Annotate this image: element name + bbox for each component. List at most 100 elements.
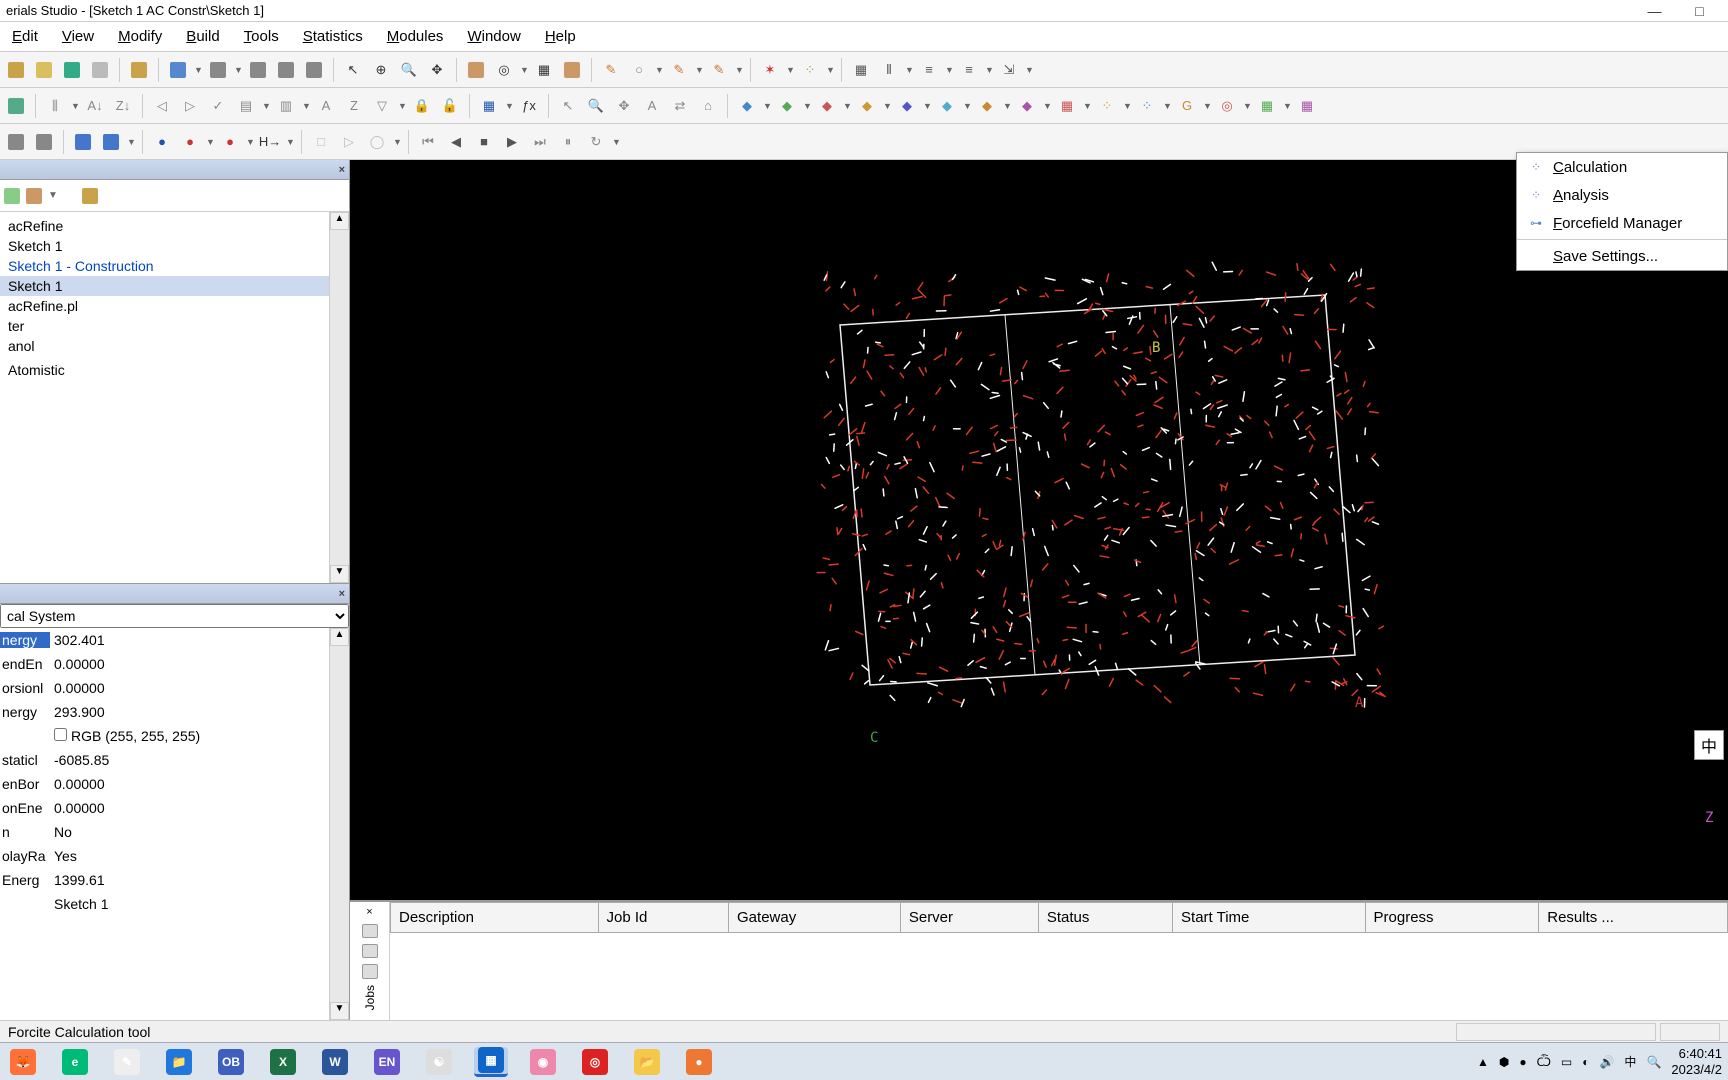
dropdown-icon[interactable]: ▼ — [905, 65, 913, 75]
taskbar-app-netease[interactable]: ◎ — [578, 1047, 612, 1077]
color-checkbox[interactable] — [54, 728, 67, 741]
tree-item[interactable]: acRefine — [0, 216, 349, 236]
toolbar-button[interactable]: ◆ — [975, 94, 999, 118]
toolbar-button[interactable] — [302, 58, 326, 82]
property-row[interactable]: onEne0.00000 — [0, 796, 349, 820]
jobs-icon[interactable] — [362, 964, 378, 978]
dropdown-icon[interactable]: ▼ — [1123, 101, 1131, 111]
dropdown-icon[interactable]: ▼ — [1163, 101, 1171, 111]
property-row[interactable]: olayRaYes — [0, 844, 349, 868]
taskbar-app-en[interactable]: EN — [370, 1047, 404, 1077]
property-filter-select[interactable]: cal System — [0, 604, 349, 628]
jobs-column-header[interactable]: Server — [900, 903, 1038, 933]
dropdown-icon[interactable]: ▼ — [246, 137, 254, 147]
toolbar-button[interactable]: ✎ — [667, 58, 691, 82]
dropdown-icon[interactable]: ▼ — [883, 101, 891, 111]
taskbar-app-obsidian[interactable]: OB — [214, 1047, 248, 1077]
dropdown-icon[interactable]: ▼ — [695, 65, 703, 75]
dropdown-icon[interactable]: ▼ — [612, 137, 620, 147]
tree-item[interactable]: anol — [0, 336, 349, 356]
dropdown-icon[interactable]: ▼ — [1203, 101, 1211, 111]
toolbar-button[interactable]: ▷ — [337, 130, 361, 154]
toolbar-button[interactable]: ▽ — [370, 94, 394, 118]
toolbar-button[interactable]: ◀ — [444, 130, 468, 154]
taskbar-clock[interactable]: 6:40:412023/4/2 — [1671, 1046, 1722, 1077]
tree-item[interactable]: Sketch 1 - Construction — [0, 256, 349, 276]
dropdown-icon[interactable]: ▼ — [302, 101, 310, 111]
tree-item[interactable]: acRefine.pl — [0, 296, 349, 316]
taskbar-app-art[interactable]: ☯ — [422, 1047, 456, 1077]
tray-icon[interactable]: ● — [1519, 1055, 1526, 1069]
toolbar-button[interactable]: 🔓 — [438, 94, 462, 118]
toolbar-button[interactable]: Z↓ — [111, 94, 135, 118]
dropdown-icon[interactable]: ▼ — [262, 101, 270, 111]
dropdown-icon[interactable]: ▼ — [735, 65, 743, 75]
toolbar-button[interactable] — [71, 130, 95, 154]
taskbar-app-rec[interactable]: ● — [682, 1047, 716, 1077]
toolbar-button[interactable]: ✓ — [206, 94, 230, 118]
refresh-icon[interactable] — [4, 188, 20, 204]
sort-icon[interactable] — [26, 188, 42, 204]
jobs-column-header[interactable]: Description — [391, 903, 599, 933]
toolbar-button[interactable] — [127, 58, 151, 82]
menu-item-calculation[interactable]: ⁘Calculation — [1517, 153, 1727, 181]
scroll-down-icon[interactable]: ▼ — [330, 565, 349, 583]
toolbar-button[interactable]: ↻ — [584, 130, 608, 154]
tray-icon[interactable]: 🔍 — [1646, 1055, 1661, 1069]
dropdown-icon[interactable]: ▼ — [803, 101, 811, 111]
dropdown-icon[interactable]: ▼ — [505, 101, 513, 111]
property-row[interactable]: Energ1399.61 — [0, 868, 349, 892]
toolbar-button[interactable]: 🔍 — [397, 58, 421, 82]
3d-viewport[interactable]: ABCZ中 — [350, 160, 1728, 900]
property-row[interactable]: endEn0.00000 — [0, 652, 349, 676]
toolbar-button[interactable] — [4, 94, 28, 118]
toolbar-button[interactable] — [60, 58, 84, 82]
tray-icon[interactable]: ◐ — [1582, 1055, 1589, 1069]
tray-icon[interactable]: ▭ — [1561, 1055, 1572, 1069]
tray-icon[interactable]: Ѽ — [1537, 1055, 1551, 1069]
toolbar-button[interactable]: ✥ — [425, 58, 449, 82]
toolbar-button[interactable] — [464, 58, 488, 82]
tray-icon[interactable]: ⬢ — [1499, 1055, 1509, 1069]
jobs-column-header[interactable]: Progress — [1365, 903, 1539, 933]
taskbar-app-ms[interactable]: ▦ — [474, 1047, 508, 1077]
jobs-column-header[interactable]: Job Id — [598, 903, 729, 933]
toolbar-button[interactable] — [32, 130, 56, 154]
toolbar-button[interactable]: ● — [150, 130, 174, 154]
toolbar-button[interactable]: ◆ — [935, 94, 959, 118]
tree-item[interactable]: Sketch 1 — [0, 276, 349, 296]
toolbar-button[interactable] — [4, 130, 28, 154]
toolbar-button[interactable]: ⫼ — [43, 94, 67, 118]
dropdown-icon[interactable]: ▼ — [1025, 65, 1033, 75]
property-row[interactable]: Sketch 1 — [0, 892, 349, 916]
property-row[interactable]: RGB (255, 255, 255) — [0, 724, 349, 748]
menu-item-analysis[interactable]: ⁘Analysis — [1517, 181, 1727, 209]
toolbar-button[interactable] — [206, 58, 230, 82]
toolbar-button[interactable]: ⌂ — [696, 94, 720, 118]
toolbar-button[interactable]: ⇲ — [997, 58, 1021, 82]
toolbar-button[interactable]: ◆ — [775, 94, 799, 118]
dropdown-icon[interactable]: ▼ — [127, 137, 135, 147]
dropdown-icon[interactable]: ▼ — [1283, 101, 1291, 111]
jobs-column-header[interactable]: Gateway — [729, 903, 901, 933]
property-row[interactable]: nergy293.900 — [0, 700, 349, 724]
property-row[interactable]: nergy302.401 — [0, 628, 349, 652]
toolbar-button[interactable]: ✶ — [758, 58, 782, 82]
tray-icon[interactable]: ▲ — [1477, 1055, 1489, 1069]
dropdown-icon[interactable]: ▼ — [194, 65, 202, 75]
toolbar-button[interactable]: ● — [218, 130, 242, 154]
minimize-button[interactable]: — — [1632, 3, 1677, 19]
toolbar-button[interactable]: ▶ — [500, 130, 524, 154]
scroll-up-icon[interactable]: ▲ — [330, 628, 349, 646]
toolbar-button[interactable]: ƒx — [517, 94, 541, 118]
toolbar-button[interactable] — [32, 58, 56, 82]
toolbar-button[interactable]: ⏸ — [556, 130, 580, 154]
dropdown-icon[interactable]: ▼ — [398, 101, 406, 111]
menu-help[interactable]: Help — [533, 24, 588, 49]
tray-icon[interactable]: 中 — [1624, 1053, 1636, 1070]
toolbar-button[interactable]: A — [640, 94, 664, 118]
taskbar-app-notes[interactable]: ✎ — [110, 1047, 144, 1077]
toolbar-button[interactable]: A↓ — [83, 94, 107, 118]
toolbar-button[interactable] — [88, 58, 112, 82]
toolbar-button[interactable]: ▦ — [532, 58, 556, 82]
